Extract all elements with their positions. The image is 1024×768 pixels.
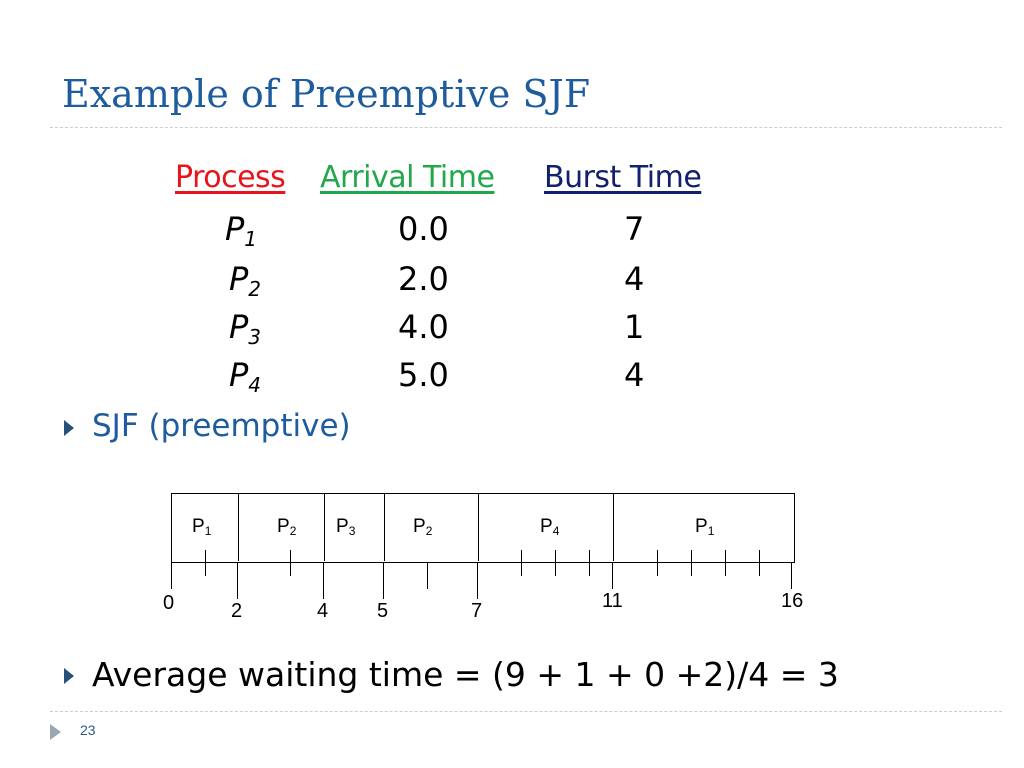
gantt-block-label: P2 [277, 516, 297, 538]
gantt-tick [205, 550, 206, 576]
gantt-tick [725, 550, 726, 576]
title-divider [50, 127, 1002, 128]
bullet-sjf-preemptive: SJF (preemptive) [92, 408, 351, 444]
gantt-tick [290, 550, 291, 576]
gantt-tick [759, 550, 760, 576]
gantt-tick [657, 550, 658, 576]
gantt-axis-tick [477, 563, 478, 599]
header-process: Process [175, 160, 286, 195]
process-cell: P1 [225, 210, 258, 251]
gantt-divider [478, 494, 479, 561]
gantt-time-label: 11 [602, 590, 623, 612]
gantt-axis-tick [323, 563, 324, 599]
gantt-axis-tick [791, 563, 792, 589]
gantt-divider [613, 494, 614, 561]
arrival-cell: 5.0 [398, 356, 449, 394]
gantt-divider [238, 494, 239, 561]
burst-cell: 7 [624, 210, 645, 248]
process-cell: P2 [229, 260, 262, 301]
gantt-time-label: 7 [471, 600, 483, 622]
arrival-cell: 2.0 [398, 260, 449, 298]
gantt-block-label: P3 [336, 516, 356, 538]
bullet-arrow-icon [64, 668, 74, 684]
gantt-time-label: 2 [231, 600, 243, 622]
gantt-block-label: P4 [540, 516, 560, 538]
process-cell: P4 [229, 356, 262, 397]
gantt-time-label: 5 [377, 600, 389, 622]
gantt-block-label: P1 [192, 516, 212, 538]
gantt-divider [324, 494, 325, 561]
arrival-cell: 4.0 [398, 308, 449, 346]
gantt-axis-tick [383, 563, 384, 599]
gantt-time-label: 16 [781, 590, 804, 612]
gantt-chart [171, 493, 795, 563]
gantt-tick [555, 550, 556, 576]
gantt-time-label: 0 [163, 592, 175, 614]
bullet-average-waiting-time: Average waiting time = (9 + 1 + 0 +2)/4 … [92, 655, 839, 694]
gantt-tick [691, 550, 692, 576]
bullet-arrow-icon [64, 420, 74, 436]
burst-cell: 4 [624, 356, 645, 394]
gantt-block-label: P1 [695, 516, 715, 538]
slide-title: Example of Preemptive SJF [62, 72, 591, 116]
gantt-time-label: 4 [317, 600, 329, 622]
gantt-axis-tick [237, 563, 238, 599]
gantt-tick [589, 550, 590, 576]
burst-cell: 1 [624, 308, 645, 346]
header-arrival-time: Arrival Time [320, 160, 495, 195]
page-number: 23 [80, 722, 96, 738]
gantt-axis-tick [171, 563, 172, 589]
header-burst-time: Burst Time [544, 160, 702, 195]
gantt-tick [427, 563, 428, 589]
gantt-axis-tick [612, 563, 613, 589]
process-cell: P3 [229, 308, 262, 349]
footer-arrow-icon [50, 724, 61, 740]
gantt-divider [384, 494, 385, 561]
gantt-block-label: P2 [413, 516, 433, 538]
gantt-tick [521, 550, 522, 576]
footer-divider [50, 711, 1002, 712]
burst-cell: 4 [624, 260, 645, 298]
arrival-cell: 0.0 [398, 210, 449, 248]
